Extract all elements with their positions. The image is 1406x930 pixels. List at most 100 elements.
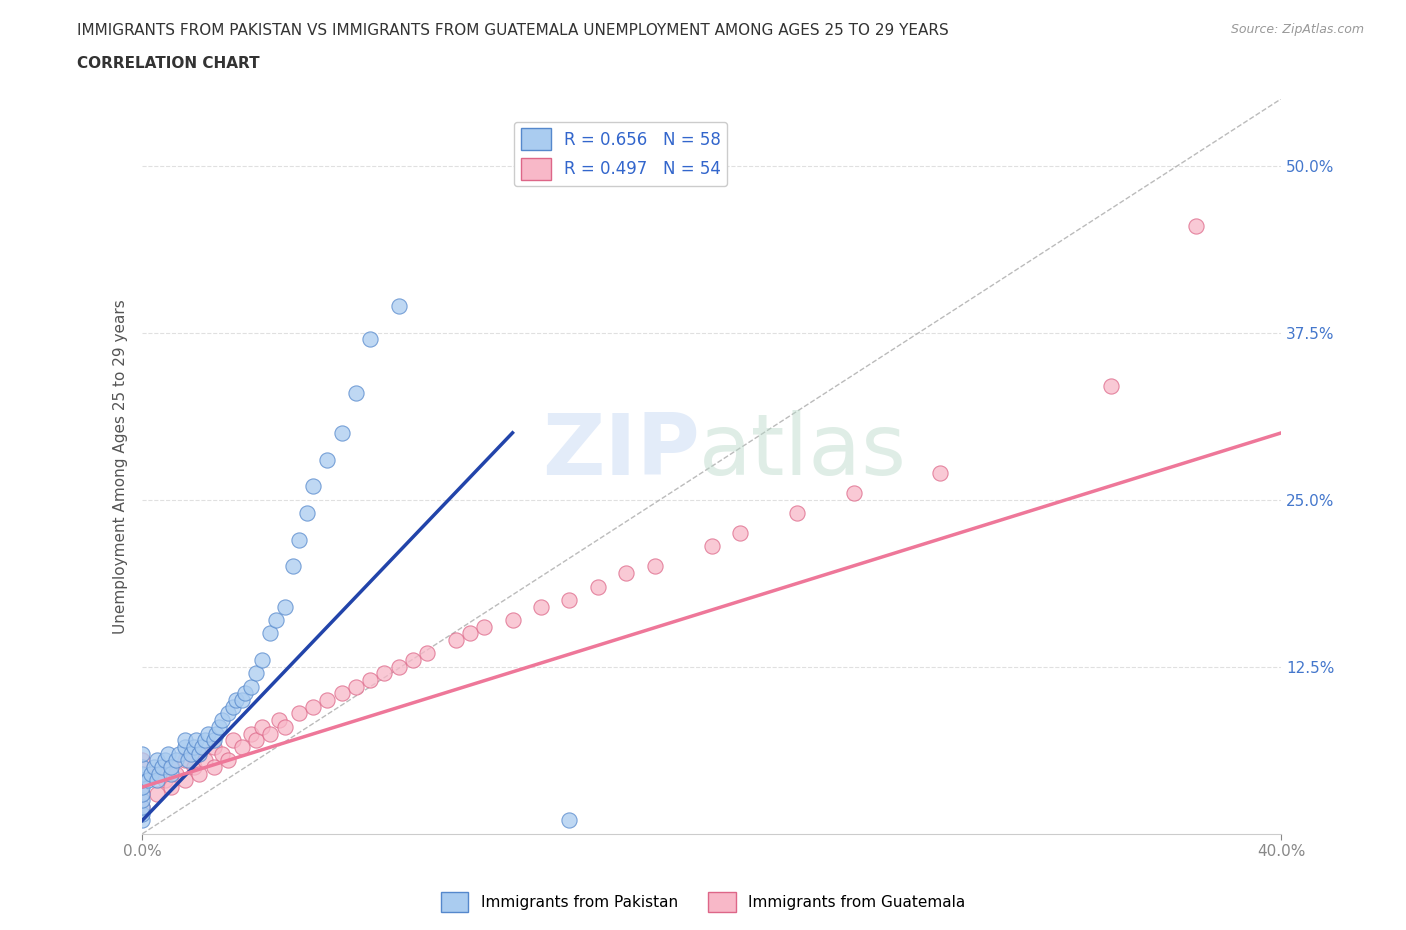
Point	[330, 425, 353, 440]
Point	[458, 626, 481, 641]
Point	[239, 726, 262, 741]
Point	[344, 679, 367, 694]
Point	[273, 720, 295, 735]
Point	[211, 712, 233, 727]
Point	[131, 760, 153, 775]
Point	[183, 739, 205, 754]
Point	[267, 712, 290, 727]
Legend: Immigrants from Pakistan, Immigrants from Guatemala: Immigrants from Pakistan, Immigrants fro…	[434, 886, 972, 918]
Point	[202, 733, 225, 748]
Point	[700, 539, 723, 554]
Text: Source: ZipAtlas.com: Source: ZipAtlas.com	[1230, 23, 1364, 36]
Point	[558, 592, 581, 607]
Text: ZIP: ZIP	[541, 410, 700, 493]
Point	[616, 565, 638, 580]
Point	[156, 746, 179, 761]
Point	[131, 800, 153, 815]
Point	[388, 659, 411, 674]
Point	[166, 766, 188, 781]
Point	[136, 773, 159, 788]
Point	[1185, 219, 1208, 233]
Point	[217, 753, 239, 768]
Y-axis label: Unemployment Among Ages 25 to 29 years: Unemployment Among Ages 25 to 29 years	[114, 299, 128, 633]
Point	[288, 532, 311, 547]
Point	[148, 766, 170, 781]
Point	[183, 760, 205, 775]
Point	[283, 559, 305, 574]
Point	[730, 525, 752, 540]
Point	[188, 746, 211, 761]
Point	[530, 599, 553, 614]
Point	[844, 485, 866, 500]
Point	[402, 653, 425, 668]
Point	[174, 753, 197, 768]
Point	[472, 619, 495, 634]
Point	[786, 506, 808, 521]
Point	[239, 679, 262, 694]
Point	[159, 766, 181, 781]
Point	[177, 753, 200, 768]
Point	[131, 773, 153, 788]
Point	[250, 653, 273, 668]
Text: IMMIGRANTS FROM PAKISTAN VS IMMIGRANTS FROM GUATEMALA UNEMPLOYMENT AMONG AGES 25: IMMIGRANTS FROM PAKISTAN VS IMMIGRANTS F…	[77, 23, 949, 38]
Point	[188, 746, 211, 761]
Point	[245, 733, 267, 748]
Point	[145, 786, 167, 801]
Point	[145, 773, 167, 788]
Point	[297, 506, 319, 521]
Point	[231, 739, 253, 754]
Point	[208, 720, 231, 735]
Point	[174, 733, 197, 748]
Point	[194, 733, 217, 748]
Point	[194, 753, 217, 768]
Point	[245, 666, 267, 681]
Point	[186, 733, 208, 748]
Point	[202, 760, 225, 775]
Point	[131, 746, 153, 761]
Point	[131, 786, 153, 801]
Point	[166, 753, 188, 768]
Point	[302, 699, 325, 714]
Point	[222, 733, 245, 748]
Point	[273, 599, 295, 614]
Point	[188, 766, 211, 781]
Point	[928, 466, 950, 481]
Point	[264, 613, 287, 628]
Point	[316, 693, 339, 708]
Text: atlas: atlas	[699, 410, 907, 493]
Point	[250, 720, 273, 735]
Point	[288, 706, 311, 721]
Point	[191, 739, 214, 754]
Point	[231, 693, 253, 708]
Point	[131, 806, 153, 821]
Point	[145, 766, 167, 781]
Point	[502, 613, 524, 628]
Point	[359, 672, 381, 687]
Point	[202, 739, 225, 754]
Point	[145, 753, 167, 768]
Point	[131, 779, 153, 794]
Point	[316, 452, 339, 467]
Point	[169, 746, 191, 761]
Point	[211, 746, 233, 761]
Point	[153, 753, 176, 768]
Point	[174, 773, 197, 788]
Point	[159, 779, 181, 794]
Point	[139, 766, 162, 781]
Point	[174, 739, 197, 754]
Point	[150, 760, 173, 775]
Point	[205, 726, 228, 741]
Point	[131, 773, 153, 788]
Point	[131, 813, 153, 828]
Point	[1099, 379, 1122, 393]
Point	[344, 385, 367, 400]
Point	[302, 479, 325, 494]
Point	[131, 786, 153, 801]
Point	[586, 579, 609, 594]
Point	[359, 332, 381, 347]
Point	[330, 686, 353, 701]
Point	[444, 632, 467, 647]
Legend: R = 0.656   N = 58, R = 0.497   N = 54: R = 0.656 N = 58, R = 0.497 N = 54	[515, 122, 727, 186]
Point	[259, 726, 281, 741]
Point	[131, 800, 153, 815]
